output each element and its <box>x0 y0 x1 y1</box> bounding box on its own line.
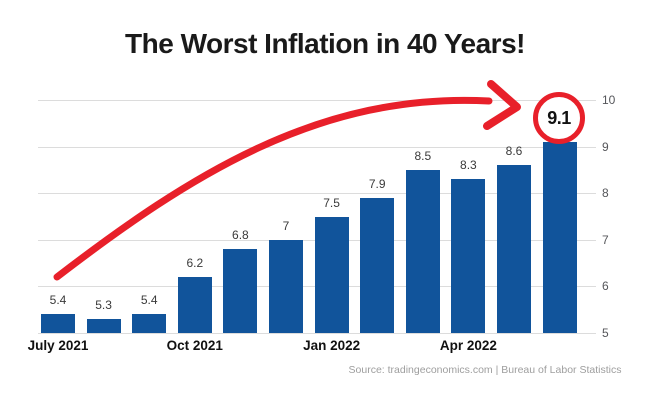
bar <box>314 216 349 333</box>
bar-value-label: 8.3 <box>460 158 477 173</box>
bar-value-label: 5.4 <box>49 293 67 308</box>
bar <box>405 169 440 333</box>
bar-value-label: 8.5 <box>414 148 432 163</box>
gridline <box>38 333 596 334</box>
y-tick-label: 7 <box>602 232 609 247</box>
bar-value-label: 7 <box>282 218 290 233</box>
bar-value-label: 8.6 <box>505 144 523 159</box>
x-tick-label: Apr 2022 <box>439 338 497 353</box>
bar <box>223 249 258 333</box>
bar <box>41 314 75 333</box>
x-tick-label: July 2021 <box>27 338 89 353</box>
x-tick-label: Oct 2021 <box>166 338 223 353</box>
bar-value-label: 5.3 <box>95 298 112 313</box>
arrow-head-icon <box>483 80 521 130</box>
bar-value-label: 7.5 <box>323 195 340 210</box>
bar <box>269 239 303 333</box>
bar <box>497 165 531 333</box>
bar-value-label: 6.8 <box>232 228 249 243</box>
bar <box>177 277 212 333</box>
y-tick-label: 8 <box>602 186 609 201</box>
bar <box>132 314 167 333</box>
y-tick-label: 9 <box>602 139 609 154</box>
source-attribution: Source: tradingeconomics.com | Bureau of… <box>348 364 622 376</box>
chart-title: The Worst Inflation in 40 Years! <box>125 28 525 59</box>
y-tick-label: 6 <box>602 279 609 294</box>
y-tick-label: 10 <box>602 93 616 107</box>
bar <box>86 319 121 333</box>
bar-value-label: 7.9 <box>368 176 386 191</box>
bar <box>542 141 577 333</box>
bar-value-label: 6.2 <box>186 256 204 271</box>
highlighted-value-badge: 9.1 <box>533 92 585 144</box>
x-tick-label: Jan 2022 <box>303 338 361 353</box>
bar-value-label: 5.4 <box>140 293 158 308</box>
y-tick-label: 5 <box>602 326 609 340</box>
bar <box>451 179 486 333</box>
gridline <box>38 100 596 101</box>
bar <box>360 197 395 333</box>
highlighted-value: 9.1 <box>547 107 571 128</box>
